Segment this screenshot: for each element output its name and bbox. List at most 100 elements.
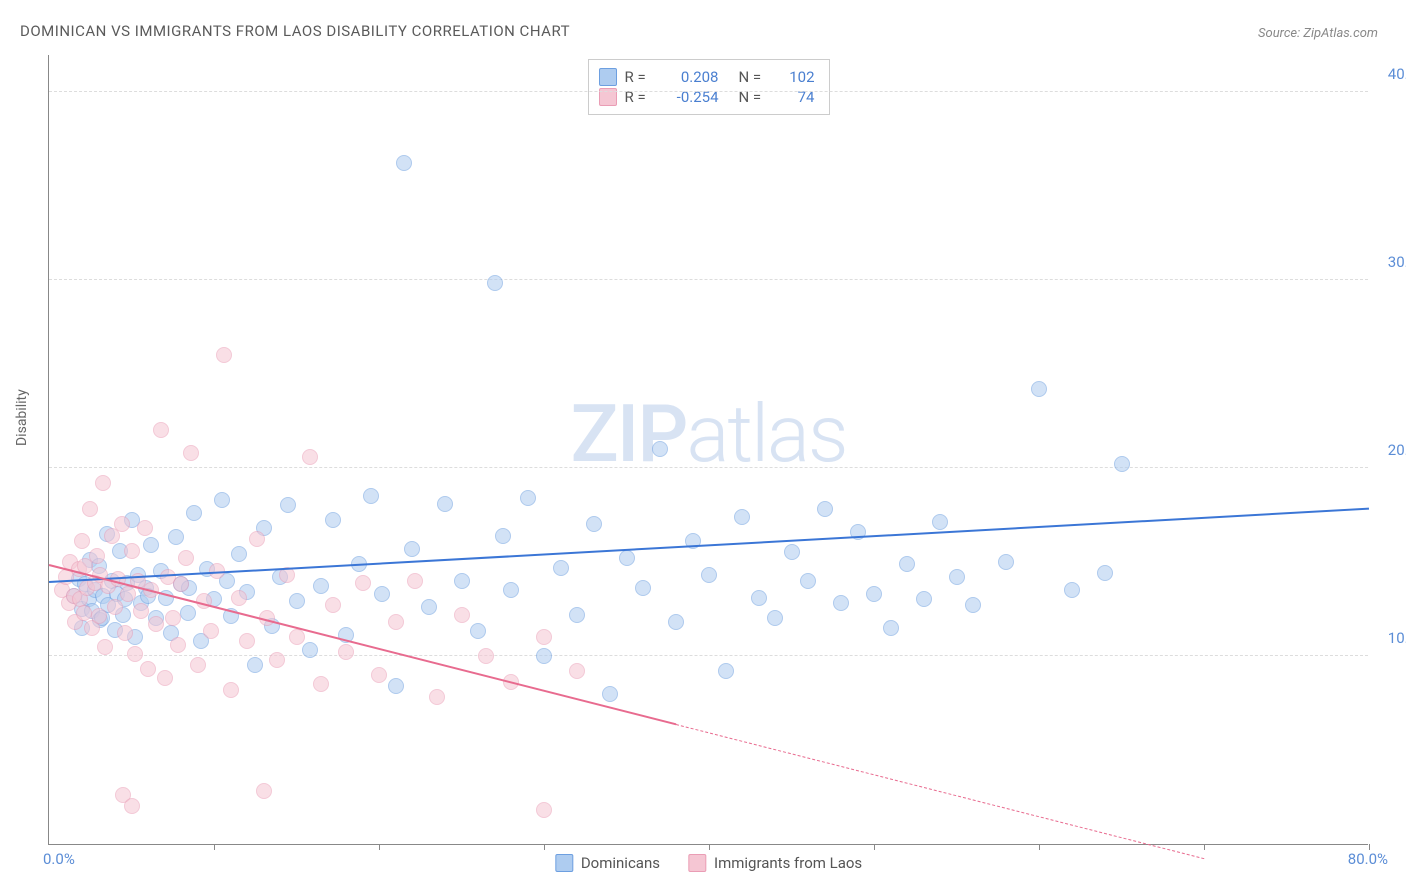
- scatter-point: [396, 155, 412, 171]
- plot-area: ZIPatlas R =0.208N =102R =-0.254N =74 Do…: [48, 55, 1368, 845]
- scatter-point: [635, 580, 651, 596]
- x-tick-label-right: 80.0%: [1348, 850, 1388, 868]
- scatter-point: [932, 514, 948, 530]
- scatter-point: [127, 646, 143, 662]
- scatter-point: [817, 501, 833, 517]
- scatter-point: [1097, 565, 1113, 581]
- scatter-point: [247, 657, 263, 673]
- scatter-point: [269, 652, 285, 668]
- scatter-point: [429, 689, 445, 705]
- scatter-point: [949, 569, 965, 585]
- scatter-point: [586, 516, 602, 532]
- scatter-point: [107, 599, 123, 615]
- scatter-point: [82, 501, 98, 517]
- scatter-point: [784, 544, 800, 560]
- scatter-point: [223, 682, 239, 698]
- scatter-point: [74, 533, 90, 549]
- scatter-point: [619, 550, 635, 566]
- scatter-point: [536, 648, 552, 664]
- legend-swatch: [688, 854, 706, 872]
- scatter-point: [916, 591, 932, 607]
- scatter-point: [569, 663, 585, 679]
- scatter-point: [216, 347, 232, 363]
- scatter-point: [180, 605, 196, 621]
- scatter-point: [95, 475, 111, 491]
- scatter-point: [280, 497, 296, 513]
- scatter-point: [404, 541, 420, 557]
- scatter-point: [602, 686, 618, 702]
- scatter-point: [520, 490, 536, 506]
- scatter-point: [407, 573, 423, 589]
- scatter-point: [313, 676, 329, 692]
- legend-label: Immigrants from Laos: [714, 854, 862, 872]
- scatter-point: [143, 537, 159, 553]
- scatter-point: [503, 582, 519, 598]
- scatter-point: [170, 637, 186, 653]
- scatter-point: [734, 509, 750, 525]
- scatter-point: [168, 529, 184, 545]
- chart-title: DOMINICAN VS IMMIGRANTS FROM LAOS DISABI…: [20, 22, 570, 40]
- scatter-point: [495, 528, 511, 544]
- grid-line: [49, 91, 1368, 92]
- legend-n-value: 102: [775, 68, 815, 86]
- scatter-point: [117, 625, 133, 641]
- scatter-point: [701, 567, 717, 583]
- legend-r-label: R =: [625, 68, 653, 86]
- scatter-point: [454, 607, 470, 623]
- x-tick: [1204, 844, 1205, 850]
- scatter-point: [214, 492, 230, 508]
- legend-r-value: 0.208: [661, 68, 719, 86]
- scatter-point: [569, 607, 585, 623]
- scatter-point: [363, 488, 379, 504]
- scatter-point: [751, 590, 767, 606]
- scatter-point: [249, 531, 265, 547]
- scatter-point: [148, 616, 164, 632]
- legend-label: Dominicans: [581, 854, 660, 872]
- scatter-point: [325, 597, 341, 613]
- scatter-point: [800, 573, 816, 589]
- grid-line: [49, 655, 1368, 656]
- x-tick: [214, 844, 215, 850]
- grid-line: [49, 467, 1368, 468]
- scatter-point: [899, 556, 915, 572]
- scatter-point: [668, 614, 684, 630]
- scatter-point: [114, 516, 130, 532]
- scatter-point: [883, 620, 899, 636]
- x-tick: [544, 844, 545, 850]
- scatter-point: [256, 783, 272, 799]
- scatter-point: [178, 550, 194, 566]
- y-tick-label: 30.0%: [1388, 253, 1406, 271]
- scatter-point: [231, 546, 247, 562]
- scatter-point: [536, 802, 552, 818]
- scatter-point: [478, 648, 494, 664]
- scatter-point: [437, 496, 453, 512]
- scatter-point: [553, 560, 569, 576]
- scatter-point: [302, 642, 318, 658]
- scatter-point: [289, 629, 305, 645]
- scatter-point: [325, 512, 341, 528]
- scatter-point: [91, 608, 107, 624]
- trend-line-extrapolated: [676, 724, 1204, 859]
- y-tick-label: 10.0%: [1388, 629, 1406, 647]
- scatter-point: [124, 543, 140, 559]
- scatter-point: [173, 576, 189, 592]
- x-tick: [1039, 844, 1040, 850]
- scatter-point: [239, 633, 255, 649]
- scatter-point: [718, 663, 734, 679]
- x-tick-label-left: 0.0%: [43, 850, 75, 868]
- scatter-point: [190, 657, 206, 673]
- scatter-point: [767, 610, 783, 626]
- scatter-point: [371, 667, 387, 683]
- scatter-point: [313, 578, 329, 594]
- scatter-point: [866, 586, 882, 602]
- scatter-point: [1031, 381, 1047, 397]
- grid-line: [49, 279, 1368, 280]
- scatter-point: [1064, 582, 1080, 598]
- scatter-point: [355, 575, 371, 591]
- scatter-point: [120, 586, 136, 602]
- scatter-point: [133, 603, 149, 619]
- scatter-point: [289, 593, 305, 609]
- scatter-point: [89, 548, 105, 564]
- scatter-point: [183, 445, 199, 461]
- legend-item: Dominicans: [555, 854, 660, 872]
